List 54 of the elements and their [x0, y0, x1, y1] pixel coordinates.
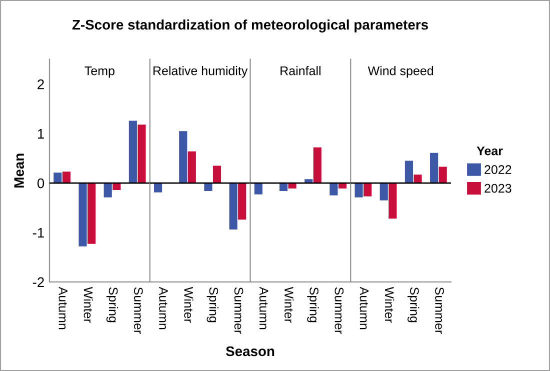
- x-tick-label: Autumn: [159, 286, 168, 330]
- x-tick-label: Spring: [307, 287, 319, 322]
- text: Temp: [84, 66, 114, 78]
- x-tick-label: Spring: [408, 287, 420, 322]
- bar: [62, 172, 70, 184]
- x-tick-label: Winter: [284, 286, 294, 323]
- y-tick-label: 0: [37, 178, 44, 188]
- bar: [188, 151, 196, 184]
- bar: [414, 174, 422, 184]
- bar: [380, 183, 388, 200]
- text: Relative humidity: [154, 66, 248, 78]
- bar: [364, 183, 372, 196]
- x-tick-label: Summer: [234, 287, 244, 334]
- x-axis-title: Season: [226, 346, 274, 356]
- x-tick-label: Autumn: [58, 286, 68, 330]
- legend-label: 2022: [484, 165, 512, 174]
- bar: [354, 183, 363, 198]
- y-tick-label: 1: [38, 129, 44, 139]
- x-tick-label: Summer: [435, 287, 444, 334]
- chart-subtitle: Rainfall: [280, 66, 320, 76]
- x-tick-label: Autumn: [360, 286, 369, 330]
- bar: [204, 183, 212, 191]
- bar: [104, 183, 112, 198]
- x-tick-label: Spring: [106, 287, 118, 322]
- y-tick-label: 2: [38, 79, 44, 90]
- x-tick-label: Winter: [184, 286, 194, 323]
- bar: [128, 120, 137, 184]
- bar: [179, 131, 188, 184]
- bar: [229, 183, 238, 230]
- x-tick-label: Winter: [384, 286, 394, 323]
- text: Z-Score standardization of meteorological parameters: [72, 19, 428, 32]
- bar: [138, 124, 146, 184]
- bar: [112, 183, 121, 190]
- bar: [438, 166, 447, 184]
- x-tick-label: Summer: [334, 287, 344, 334]
- bar: [154, 183, 162, 192]
- bar: [430, 152, 438, 184]
- bar: [238, 183, 246, 220]
- x-tick-label: Spring: [206, 287, 218, 322]
- bar: [54, 172, 62, 184]
- legend-label: 2023: [484, 184, 512, 193]
- x-tick-label: Winter: [84, 286, 93, 323]
- y-tick-label: -1: [32, 228, 44, 238]
- y-axis-title: Mean: [14, 154, 24, 188]
- x-tick-label: Summer: [134, 287, 143, 334]
- bar: [212, 166, 222, 184]
- text: Wind speed: [368, 66, 434, 78]
- bar: [87, 183, 96, 244]
- y-tick-label: -2: [32, 277, 44, 287]
- legend-title: Year: [476, 146, 503, 156]
- x-tick-label: Autumn: [259, 286, 268, 330]
- bar: [404, 160, 414, 184]
- bar: [78, 183, 87, 246]
- bar: [388, 183, 397, 219]
